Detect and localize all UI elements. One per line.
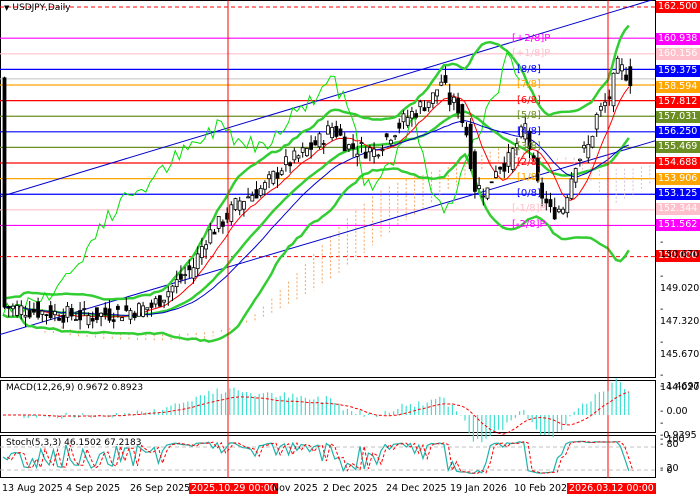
price-label: 153.125 <box>656 188 700 200</box>
axis-tick: - 149.020 <box>660 271 700 294</box>
murray-level-label: [7/8] <box>517 79 541 90</box>
date-tick: 26 Sep 2025 <box>130 483 191 494</box>
axis-tick: - 1.4697 <box>660 381 700 392</box>
price-label: 150.000 <box>656 250 700 262</box>
murray-level-label: [-1/8]P <box>512 203 546 214</box>
axis-tick: - 20 <box>660 463 679 474</box>
axis-tick: - 0.00 <box>660 406 688 417</box>
axis-tick: - 144.020 <box>660 370 700 393</box>
murray-level-label: [6/8] <box>517 95 541 106</box>
date-tick: 10 Feb 2026 <box>514 483 574 494</box>
murray-level-label: [+2/8]P <box>512 33 551 44</box>
price-label: 155.469 <box>656 141 700 153</box>
murray-level-label: [2/8] <box>517 157 541 168</box>
price-label: 154.688 <box>656 157 700 169</box>
main-chart-frame <box>0 0 656 378</box>
date-tick: Nov 2025 <box>272 483 318 494</box>
axis-tick: - 100 <box>660 434 685 445</box>
stochastic-lines <box>0 440 655 474</box>
moving-averages <box>2 51 630 318</box>
murray-level-label: [-2/8]P <box>512 219 546 230</box>
date-tick: 19 Jan 2026 <box>450 483 507 494</box>
symbol-label: USDJPY,Daily <box>12 3 71 13</box>
price-label: 157.812 <box>656 96 700 108</box>
candlesticks <box>2 55 633 330</box>
triangle-down-icon[interactable]: ▼ <box>4 4 10 12</box>
date-tick: 24 Dec 2025 <box>386 483 447 494</box>
date-tick: 13 Aug 2025 <box>2 483 63 494</box>
price-label: 153.906 <box>656 173 700 185</box>
murray-level-label: [8/8] <box>517 64 541 75</box>
murray-level-label: [3/8] <box>517 141 541 152</box>
price-label: 157.031 <box>656 111 700 123</box>
axis-tick: - 150.670 <box>660 237 700 260</box>
axis-tick: - -0.9395 <box>660 418 697 441</box>
crosshair-date-label: 2026.03.12 00:00 <box>567 483 656 494</box>
price-label: 160.156 <box>656 48 700 60</box>
regression-channel <box>0 0 656 335</box>
date-tick: 2 Dec 2025 <box>323 483 378 494</box>
chart-title[interactable]: ▼ USDJPY,Daily <box>4 3 71 13</box>
murray-level-label: [4/8] <box>517 126 541 137</box>
axis-tick: - 80 <box>660 439 679 450</box>
macd-histogram <box>3 378 630 443</box>
price-label: 152.344 <box>656 203 700 215</box>
murray-level-label: [1/8] <box>517 172 541 183</box>
murray-level-label: [0/8] <box>517 188 541 199</box>
price-label: 156.250 <box>656 126 700 138</box>
murray-level-label: [5/8] <box>517 110 541 121</box>
murray-level-label: [+1/8]P <box>512 48 551 59</box>
macd-label: MACD(12,26,9) 0.9672 0.8923 <box>6 383 144 393</box>
price-label: 162.500 <box>656 1 700 13</box>
bollinger-bands <box>2 24 630 343</box>
price-label: 159.375 <box>656 65 700 77</box>
crosshair-date-label: 2025.10.29 00:00 <box>189 483 278 494</box>
price-label: 158.594 <box>656 81 700 93</box>
price-label: 151.562 <box>656 219 700 231</box>
stoch-label: Stoch(5,3,3) 46.1502 67.2183 <box>6 438 142 448</box>
macd-panel-frame <box>0 380 656 433</box>
axis-tick: - 145.670 <box>660 337 700 360</box>
axis-tick: - 147.320 <box>660 304 700 327</box>
date-tick: 4 Sep 2025 <box>66 483 121 494</box>
axis-tick: - 0 <box>660 465 673 476</box>
stoch-panel-frame <box>0 435 656 478</box>
price-label: 160.938 <box>656 33 700 45</box>
